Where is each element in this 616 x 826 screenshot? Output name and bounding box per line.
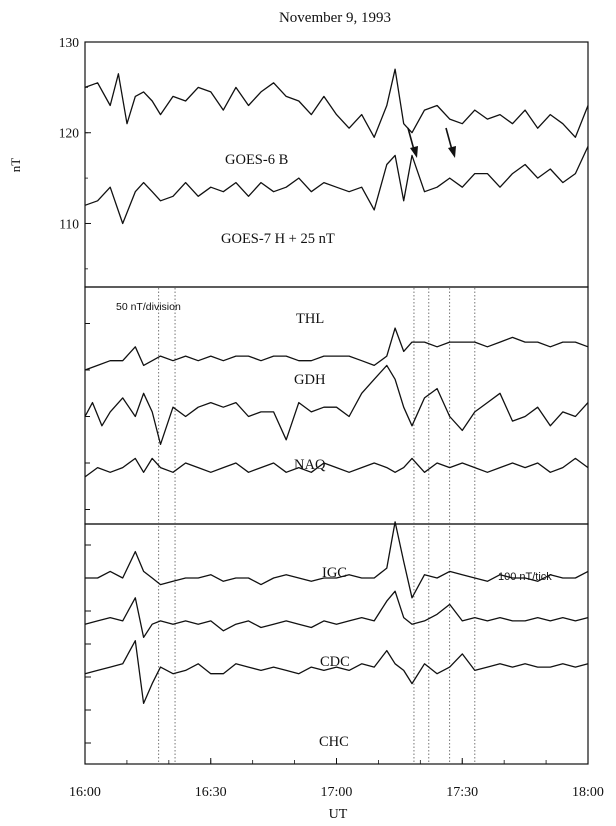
x-tick-label: 17:30 <box>446 785 478 800</box>
down-arrow-icon <box>446 128 456 158</box>
series-line-thl <box>85 328 588 370</box>
panel-bottom-frame <box>85 524 588 764</box>
scale-label-middle: 50 nT/division <box>116 301 181 313</box>
series-line-goes-7 <box>85 146 588 223</box>
y-tick-label: 120 <box>59 126 80 141</box>
series-label-chc: CHC <box>319 734 349 750</box>
x-tick-label: 17:00 <box>321 785 353 800</box>
series-labels: GOES-6 B GOES-7 H + 25 nT THL GDH NAQ IG… <box>221 152 350 750</box>
series-label-cdc: CDC <box>320 654 350 670</box>
series-label-goes6: GOES-6 B <box>225 152 288 168</box>
series-layer <box>85 69 588 703</box>
annotation-arrows <box>408 128 456 158</box>
series-line-cdc <box>85 591 588 637</box>
panel-top-frame <box>85 42 588 287</box>
series-label-thl: THL <box>296 311 324 327</box>
series-line-gdh <box>85 365 588 444</box>
down-arrow-icon <box>408 128 418 158</box>
series-line-naq <box>85 458 588 477</box>
scale-label-bottom: 100 nT/tick <box>498 571 552 583</box>
x-tick-label: 18:00 <box>572 785 604 800</box>
series-line-goes-6 <box>85 69 588 137</box>
series-label-gdh: GDH <box>294 372 326 388</box>
series-line-chc <box>85 641 588 704</box>
x-axis-label: UT <box>329 807 348 822</box>
x-tick-label: 16:00 <box>69 785 101 800</box>
series-line-igc <box>85 522 588 598</box>
y-axis-label: nT <box>8 158 23 173</box>
series-label-naq: NAQ <box>294 457 326 473</box>
bottom-left-ticks <box>85 324 91 744</box>
series-label-goes7: GOES-7 H + 25 nT <box>221 231 335 247</box>
panel-middle-frame <box>85 287 588 524</box>
figure-title: November 9, 1993 <box>279 10 391 26</box>
x-tick-label: 16:30 <box>195 785 227 800</box>
series-label-igc: IGC <box>322 565 347 581</box>
y-tick-label: 110 <box>59 216 79 231</box>
y-tick-label: 130 <box>59 35 80 50</box>
top-y-ticks: 110 120 130 <box>59 35 91 269</box>
